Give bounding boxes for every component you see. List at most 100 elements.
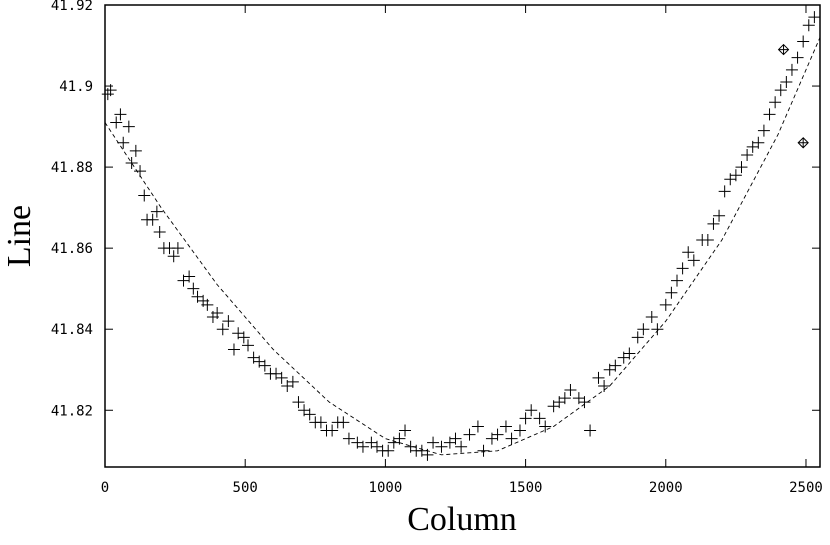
- plus-point: [525, 404, 538, 417]
- diamond-point: [777, 43, 790, 56]
- y-tick-label: 41.86: [51, 241, 93, 257]
- fit-line: [104, 37, 821, 456]
- plus-point: [399, 424, 412, 437]
- plus-point: [337, 416, 350, 429]
- plus-point: [598, 379, 611, 392]
- plus-point: [676, 262, 689, 275]
- plus-point: [258, 359, 271, 372]
- plus-point: [707, 217, 720, 230]
- plus-point: [125, 157, 138, 170]
- y-tick-label: 41.84: [51, 322, 93, 338]
- plus-point: [671, 274, 683, 287]
- plus-point: [713, 209, 726, 222]
- plus-point: [150, 205, 163, 218]
- plus-point: [314, 416, 327, 429]
- plus-point: [757, 124, 770, 137]
- plus-point: [735, 161, 748, 174]
- plus-point: [687, 254, 700, 267]
- plus-point: [471, 420, 484, 433]
- plus-point: [183, 270, 196, 283]
- plus-point: [187, 282, 200, 295]
- plus-point: [110, 116, 123, 129]
- plus-point: [237, 331, 250, 344]
- plus-point: [292, 396, 305, 409]
- plus-point: [463, 428, 476, 441]
- y-tick-label: 41.82: [51, 403, 93, 419]
- plus-point: [153, 225, 166, 238]
- plus-point: [791, 51, 804, 64]
- plus-point: [382, 444, 395, 457]
- plus-point: [729, 169, 742, 182]
- plus-point: [752, 136, 765, 149]
- x-tick-label: 0: [101, 480, 109, 496]
- y-axis-title: Line: [1, 205, 38, 267]
- plus-point: [201, 298, 214, 311]
- plus-point: [275, 371, 288, 384]
- y-tick-label: 41.9: [59, 79, 93, 95]
- plus-point: [146, 213, 159, 226]
- plus-point: [808, 11, 821, 24]
- plus-point: [682, 246, 695, 259]
- plus-point: [651, 323, 664, 336]
- plus-point: [645, 311, 658, 324]
- plus-point: [802, 19, 815, 32]
- plus-point: [171, 242, 184, 255]
- plus-point: [435, 440, 448, 453]
- x-tick-label: 2000: [649, 480, 683, 496]
- plus-point: [499, 420, 512, 433]
- plus-point: [718, 185, 731, 198]
- plus-point: [455, 440, 468, 453]
- plus-point: [637, 323, 650, 336]
- plus-point: [609, 359, 622, 372]
- plus-point: [774, 84, 787, 97]
- plus-point: [222, 315, 235, 328]
- plus-point: [326, 424, 339, 437]
- plus-point: [491, 428, 504, 441]
- plus-point: [665, 286, 678, 299]
- plus-point: [701, 234, 714, 247]
- plus-point: [533, 412, 546, 425]
- plus-point: [427, 436, 440, 449]
- plus-point: [449, 432, 462, 445]
- plus-point: [122, 120, 135, 133]
- plus-point: [117, 136, 130, 149]
- plus-point: [539, 420, 552, 433]
- plus-point: [623, 347, 636, 360]
- diamond-point: [797, 137, 809, 149]
- plus-point: [592, 371, 605, 384]
- y-tick-label: 41.92: [51, 0, 93, 14]
- plus-point: [564, 384, 577, 396]
- plus-point: [584, 424, 597, 437]
- plus-point: [114, 108, 127, 121]
- plus-point: [342, 432, 355, 445]
- y-tick-label: 41.88: [51, 160, 93, 176]
- plus-point: [741, 148, 754, 161]
- plus-point: [216, 323, 229, 336]
- plus-point: [797, 35, 810, 48]
- plus-point: [769, 96, 782, 109]
- plus-point: [519, 412, 532, 425]
- plus-point: [138, 189, 151, 202]
- x-tick-label: 2500: [789, 480, 823, 496]
- plus-point: [785, 63, 798, 76]
- plus-point: [286, 375, 299, 388]
- plus-point: [129, 144, 142, 157]
- plus-point: [303, 408, 316, 421]
- x-axis-title: Column: [407, 501, 517, 538]
- plus-point: [167, 250, 180, 263]
- plus-point: [780, 76, 793, 88]
- x-tick-label: 500: [233, 480, 258, 496]
- plus-point: [211, 307, 224, 319]
- plot-frame: [104, 4, 821, 468]
- plus-point: [227, 343, 240, 356]
- plus-point: [659, 298, 672, 311]
- plus-point: [356, 440, 369, 453]
- x-tick-label: 1500: [509, 480, 543, 496]
- plus-point: [242, 339, 254, 352]
- plus-point: [578, 396, 591, 409]
- plus-point: [477, 444, 490, 457]
- plus-point: [763, 108, 776, 121]
- x-tick-label: 1000: [369, 480, 403, 496]
- plus-point: [558, 392, 571, 405]
